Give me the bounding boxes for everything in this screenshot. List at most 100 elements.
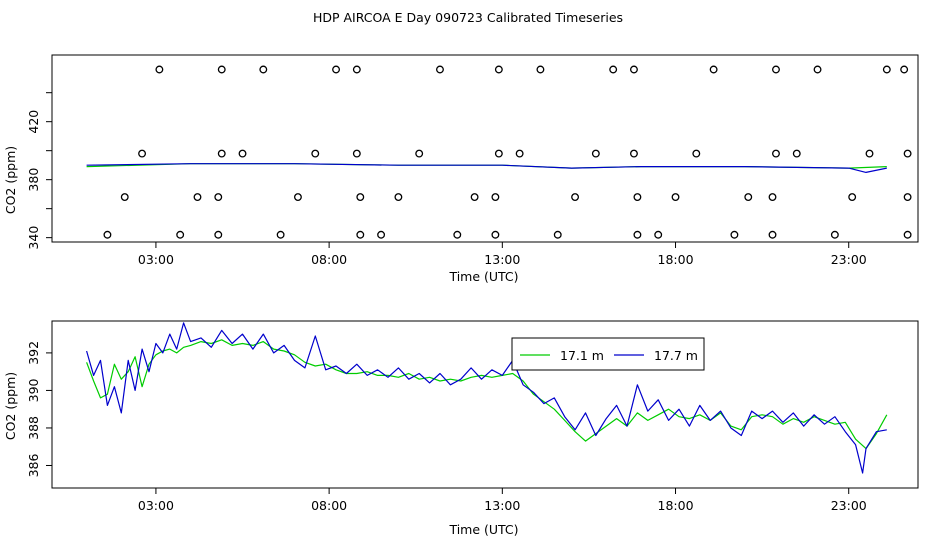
figure-title: HDP AIRCOA E Day 090723 Calibrated Times… (313, 10, 623, 25)
calibration-point (491, 230, 500, 239)
calibration-point (394, 193, 403, 202)
calibration-point (356, 193, 365, 202)
top-x-tick-label: 23:00 (831, 252, 867, 267)
calibration-point (813, 65, 822, 74)
calibration-point (259, 65, 268, 74)
legend: 17.1 m 17.7 m (511, 337, 705, 371)
calibration-point (903, 149, 912, 158)
calibration-point (352, 149, 361, 158)
calibration-point (217, 65, 226, 74)
top-y-axis-label: CO2 (ppm) (3, 146, 18, 214)
top-x-tick-label: 03:00 (138, 252, 174, 267)
calibration-point (730, 230, 739, 239)
calibration-point (709, 65, 718, 74)
calibration-point (332, 65, 340, 74)
bottom-plot-frame (51, 320, 919, 489)
bottom-x-tick-label: 23:00 (831, 498, 867, 513)
calibration-point (214, 230, 223, 239)
calibration-point (692, 149, 701, 158)
bottom-y-axis: 386 388 390 392 (26, 341, 52, 477)
top-series-lines (86, 163, 887, 173)
legend-label-17-7m: 17.7 m (654, 348, 698, 363)
bottom-y-tick-label: 390 (26, 378, 41, 402)
top-y-tick-label: 340 (26, 226, 41, 250)
calibration-point (311, 149, 320, 158)
top-y-tick-label: 380 (26, 168, 41, 192)
calibration-point (470, 193, 479, 202)
calibration-point (903, 193, 912, 202)
calibration-point (276, 230, 285, 239)
top-calibration-points (103, 65, 912, 239)
top-x-tick-label: 08:00 (311, 252, 347, 267)
calibration-point (217, 149, 226, 158)
calibration-point (830, 230, 839, 239)
calibration-point (553, 230, 562, 239)
calibration-point (630, 65, 638, 74)
calibration-point (792, 149, 801, 158)
top-plot-frame (51, 54, 919, 243)
top-x-axis-label: Time (UTC) (448, 269, 518, 284)
calibration-point (633, 230, 642, 239)
calibration-point (900, 65, 909, 74)
legend-box (511, 337, 705, 371)
calibration-point (155, 65, 164, 74)
bottom-x-tick-label: 03:00 (138, 498, 174, 513)
calibration-point (491, 193, 500, 202)
top-x-axis: 03:00 08:00 13:00 18:00 23:00 (138, 242, 867, 267)
calibration-point (865, 149, 874, 158)
bottom-panel: 03:00 08:00 13:00 18:00 23:00 386 388 390 392 T… (3, 320, 919, 537)
calibration-point (436, 65, 444, 74)
bottom-series-lines (86, 322, 888, 474)
calibration-point (630, 149, 638, 158)
calibration-point (193, 193, 202, 202)
bottom-x-tick-label: 18:00 (658, 498, 694, 513)
bottom-y-axis-label: CO2 (ppm) (3, 372, 18, 440)
calibration-point (352, 65, 361, 74)
calibration-point (453, 230, 462, 239)
calibration-point (515, 149, 524, 158)
calibration-point (633, 193, 642, 202)
calibration-point (536, 65, 545, 74)
calibration-point (138, 149, 147, 158)
calibration-point (356, 230, 365, 239)
bottom-y-tick-label: 386 (26, 454, 41, 478)
calibration-point (772, 149, 780, 158)
calibration-point (120, 193, 129, 202)
calibration-point (772, 65, 780, 74)
calibration-point (494, 149, 503, 158)
calibration-point (882, 65, 891, 74)
top-series-17-7-m (86, 163, 887, 173)
calibration-point (238, 149, 247, 158)
calibration-point (293, 193, 302, 202)
bottom-series-17-7-m (86, 322, 887, 474)
top-y-tick-label: 420 (26, 110, 41, 134)
bottom-series-17-1-m (86, 339, 888, 450)
calibration-point (903, 230, 912, 239)
top-x-tick-label: 13:00 (484, 252, 520, 267)
calibration-point (591, 149, 600, 158)
calibration-point (176, 230, 185, 239)
bottom-x-axis-label: Time (UTC) (448, 522, 518, 537)
calibration-point (214, 193, 223, 202)
calibration-point (654, 230, 663, 239)
calibration-point (415, 149, 424, 158)
calibration-point (768, 230, 777, 239)
calibration-point (848, 193, 857, 202)
bottom-y-tick-label: 392 (26, 341, 41, 365)
calibration-point (571, 193, 580, 202)
top-y-axis: 340 380 420 (26, 92, 52, 250)
calibration-point (768, 193, 777, 202)
top-panel: 03:00 08:00 13:00 18:00 23:00 340 380 420 Time… (3, 54, 919, 284)
bottom-x-axis: 03:00 08:00 13:00 18:00 23:00 (138, 488, 867, 513)
calibration-point (494, 65, 503, 74)
calibration-point (609, 65, 618, 74)
calibration-point (103, 230, 112, 239)
bottom-x-tick-label: 13:00 (484, 498, 520, 513)
bottom-x-tick-label: 08:00 (311, 498, 347, 513)
calibration-point (744, 193, 753, 202)
legend-label-17-1m: 17.1 m (560, 348, 604, 363)
calibration-point (671, 193, 680, 202)
calibration-point (377, 230, 386, 239)
